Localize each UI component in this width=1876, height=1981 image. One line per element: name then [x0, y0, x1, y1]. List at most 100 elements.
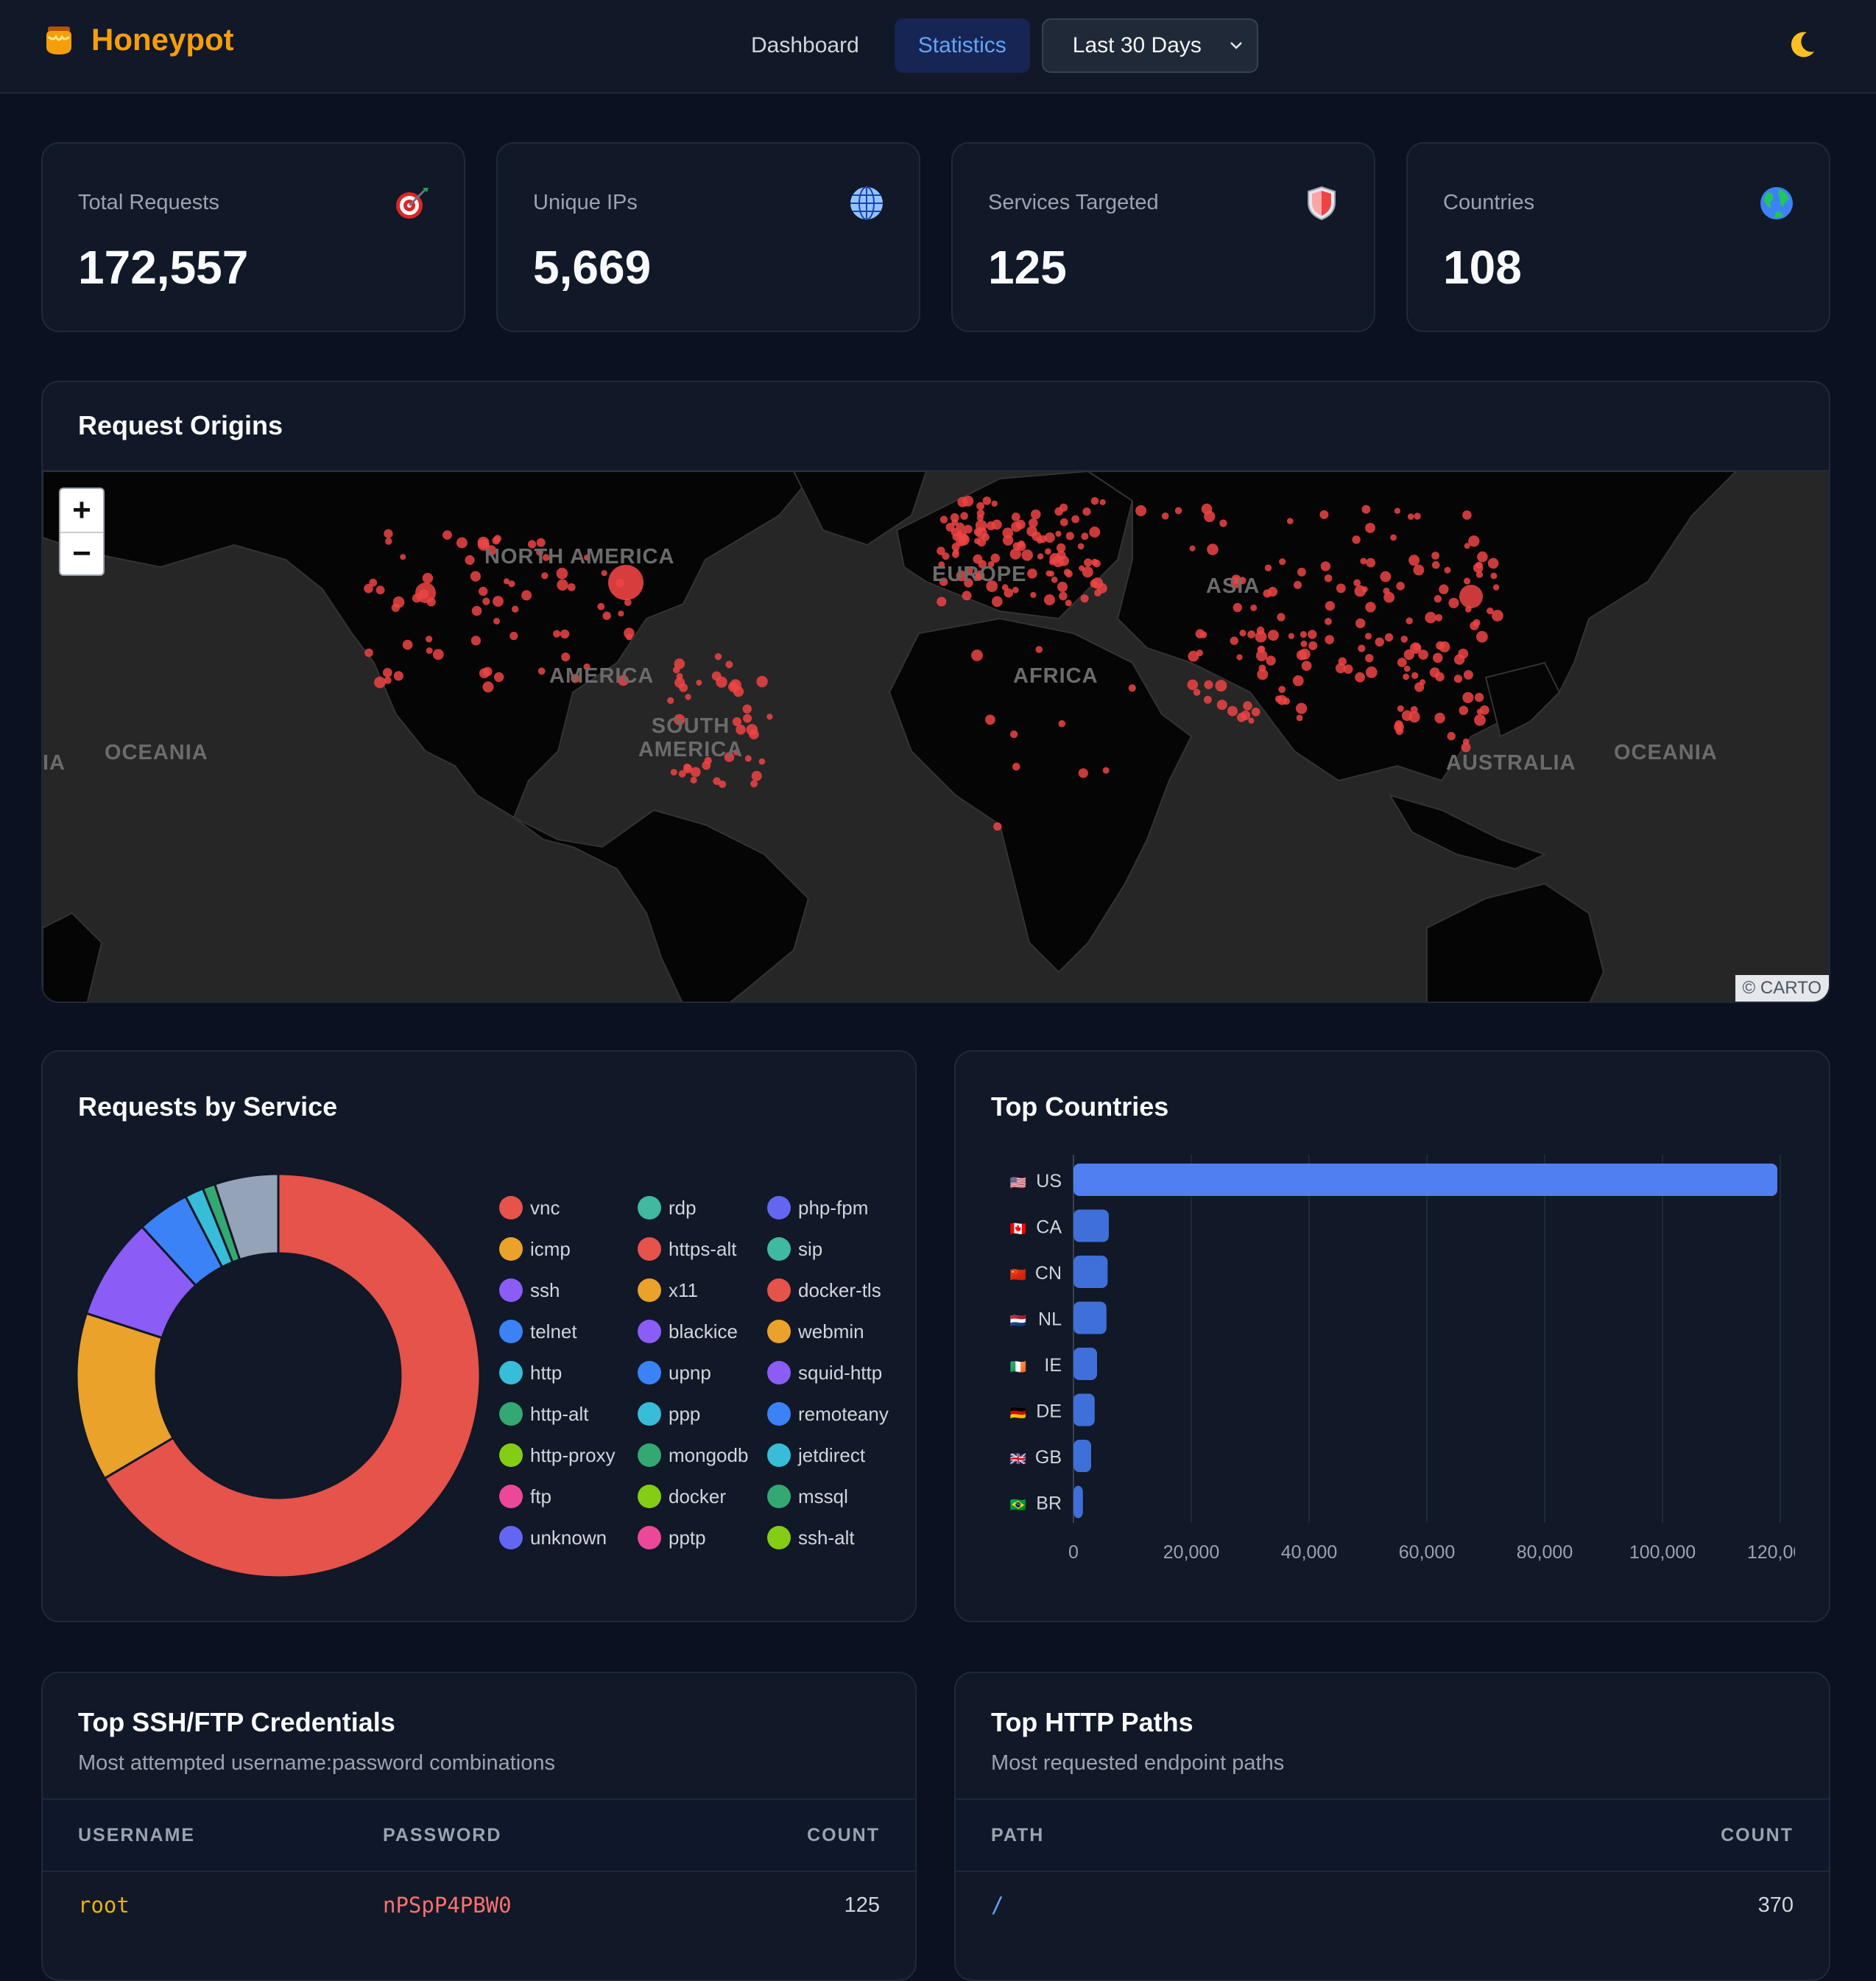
nav-dashboard[interactable]: Dashboard: [751, 33, 859, 57]
origin-dot: [1030, 591, 1037, 598]
zoom-out-button[interactable]: −: [60, 532, 103, 574]
table-row[interactable]: / 370: [956, 1871, 1829, 1938]
nav-statistics[interactable]: Statistics: [894, 18, 1030, 73]
legend-item[interactable]: telnet: [499, 1319, 638, 1344]
origin-dot: [716, 676, 727, 688]
origin-dot: [1296, 650, 1307, 661]
origin-dot: [690, 776, 697, 784]
origin-dot: [985, 714, 995, 725]
origin-dot: [470, 636, 482, 646]
origin-dot: [1201, 503, 1213, 515]
legend-swatch: [767, 1237, 791, 1261]
bar-CN[interactable]: [1073, 1256, 1108, 1288]
legend-label: ssh-alt: [798, 1526, 855, 1549]
table-header: PATH COUNT: [956, 1798, 1829, 1871]
legend-item[interactable]: mongodb: [638, 1443, 767, 1468]
origin-dot: [1029, 518, 1038, 528]
service-donut-chart[interactable]: [72, 1169, 484, 1582]
legend-item[interactable]: rdp: [638, 1195, 767, 1220]
bar-DE[interactable]: [1073, 1393, 1095, 1426]
origin-dot: [624, 599, 632, 606]
legend-item[interactable]: ppp: [638, 1401, 767, 1426]
service-legend: vnc rdp php-fpm icmp https-alt sip ssh x11 docke…: [499, 1195, 900, 1550]
y-tick-label: IE: [1044, 1355, 1062, 1376]
legend-item[interactable]: webmin: [767, 1319, 900, 1344]
zoom-in-button[interactable]: +: [72, 492, 91, 528]
origin-dot: [1065, 599, 1072, 607]
origin-dot: [1216, 700, 1227, 711]
legend-item[interactable]: https-alt: [638, 1236, 767, 1262]
donut-slice-vnc[interactable]: [103, 1172, 482, 1579]
legend-swatch: [767, 1196, 791, 1220]
origin-dot: [1335, 663, 1346, 674]
bar-NL[interactable]: [1073, 1301, 1107, 1334]
legend-item[interactable]: mssql: [767, 1484, 900, 1509]
origin-dot: [1204, 695, 1212, 704]
legend-item[interactable]: vnc: [499, 1195, 638, 1220]
legend-item[interactable]: jetdirect: [767, 1443, 900, 1468]
moon-icon[interactable]: [1788, 29, 1817, 59]
brand[interactable]: Honeypot: [41, 22, 234, 57]
country-bar-chart: 0 20,000 40,000 60,000 80,000 100,000 120,000 🇺…: [1010, 1155, 1795, 1563]
origin-dot: [1091, 577, 1104, 589]
map-attribution[interactable]: © CARTO: [1735, 975, 1829, 1002]
origin-dot: [541, 572, 549, 580]
legend-item[interactable]: http-proxy: [499, 1443, 638, 1468]
origin-dot: [725, 661, 733, 669]
origin-dot: [583, 663, 590, 671]
origin-dot: [1188, 650, 1199, 662]
bar-IE[interactable]: [1073, 1348, 1097, 1380]
bar-CA[interactable]: [1073, 1209, 1109, 1242]
legend-item[interactable]: http: [499, 1360, 638, 1385]
legend-item[interactable]: ssh: [499, 1278, 638, 1303]
legend-item[interactable]: upnp: [638, 1360, 767, 1385]
y-tick-label: NL: [1038, 1309, 1062, 1330]
donut-slice-other[interactable]: [213, 1172, 280, 1262]
cell-count: 370: [1757, 1893, 1794, 1917]
origin-dot: [976, 514, 984, 521]
origin-dot: [536, 549, 543, 556]
legend-item[interactable]: http-alt: [499, 1401, 638, 1426]
legend-item[interactable]: unknown: [499, 1525, 638, 1550]
x-tick-label: 40,000: [1281, 1542, 1337, 1563]
origin-dot: [1288, 633, 1294, 639]
origin-dot: [1255, 630, 1267, 643]
bar-BR[interactable]: [1073, 1485, 1083, 1519]
date-range-select[interactable]: Last 30 Days: [1041, 18, 1258, 73]
world-map[interactable]: NORTH AMERICA EUROPE ASIA AMERICA AFRICA…: [43, 471, 1829, 1002]
legend-label: jetdirect: [798, 1443, 866, 1466]
flag-icon: 🇨🇦: [1010, 1222, 1026, 1236]
x-tick-label: 60,000: [1399, 1542, 1455, 1563]
legend-item[interactable]: sip: [767, 1236, 900, 1262]
legend-item[interactable]: icmp: [499, 1236, 638, 1262]
y-tick-label: DE: [1036, 1401, 1062, 1422]
bar-US[interactable]: [1073, 1164, 1777, 1196]
map-label: AFRICA: [1013, 664, 1099, 688]
legend-item[interactable]: ftp: [499, 1484, 638, 1509]
legend-item[interactable]: squid-http: [767, 1360, 900, 1385]
origin-dot: [1439, 584, 1449, 594]
legend-swatch: [638, 1526, 661, 1549]
legend-item[interactable]: x11: [638, 1278, 767, 1303]
origin-dot: [583, 555, 590, 561]
origin-dot: [1207, 543, 1219, 555]
origin-dot: [1301, 661, 1312, 671]
origin-dot: [1353, 579, 1361, 587]
origin-dot: [1361, 586, 1368, 593]
map-canvas: [43, 471, 1738, 1002]
bar-GB[interactable]: [1073, 1440, 1091, 1472]
legend-item[interactable]: php-fpm: [767, 1195, 900, 1220]
origin-dot: [1365, 602, 1376, 613]
legend-item[interactable]: docker: [638, 1484, 767, 1509]
origin-dot: [742, 704, 752, 714]
table-row[interactable]: root nPSpP4PBW0 125: [43, 1871, 915, 1938]
legend-item[interactable]: ssh-alt: [767, 1525, 900, 1550]
origin-dot: [1059, 503, 1068, 512]
origin-dot: [986, 521, 996, 531]
legend-item[interactable]: remoteany: [767, 1401, 900, 1426]
legend-item[interactable]: blackice: [638, 1319, 767, 1344]
legend-item[interactable]: pptp: [638, 1525, 767, 1550]
legend-item[interactable]: docker-tls: [767, 1278, 900, 1303]
origin-dot: [1102, 767, 1110, 774]
origin-dot: [766, 714, 773, 720]
